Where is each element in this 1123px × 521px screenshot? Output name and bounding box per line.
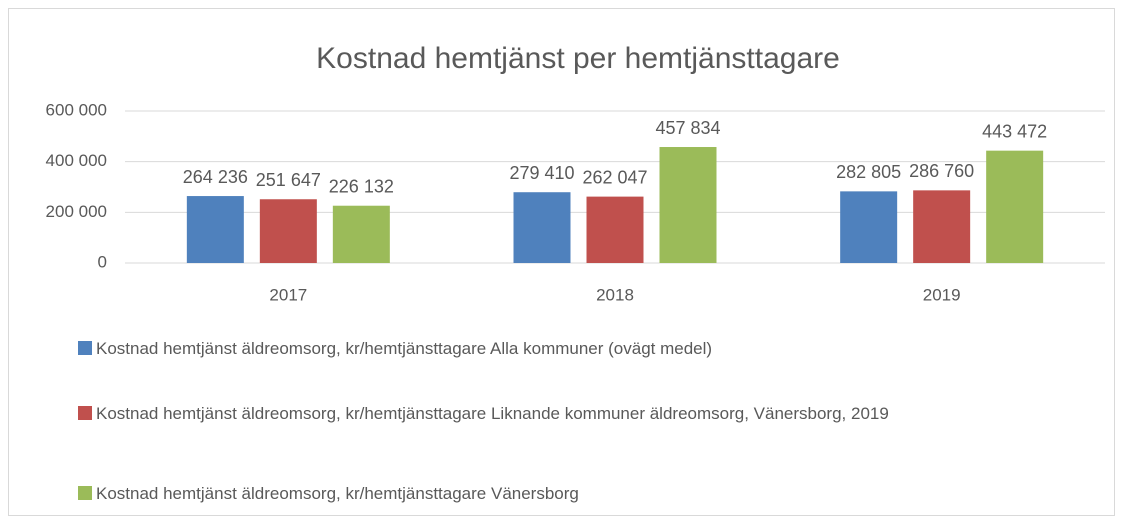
legend-swatch — [78, 341, 92, 355]
y-tick-label: 600 000 — [46, 100, 107, 119]
y-tick-label: 200 000 — [46, 202, 107, 221]
bar — [840, 191, 898, 263]
legend-swatch — [78, 406, 92, 420]
data-label: 264 236 — [183, 167, 248, 187]
legend-item: Kostnad hemtjänst äldreomsorg, kr/hemtjä… — [78, 336, 1098, 362]
legend-item: Kostnad hemtjänst äldreomsorg, kr/hemtjä… — [78, 401, 1098, 427]
data-label: 279 410 — [509, 163, 574, 183]
bar — [913, 190, 971, 263]
data-label: 282 805 — [836, 162, 901, 182]
x-tick-label: 2019 — [923, 285, 961, 304]
data-label: 286 760 — [909, 161, 974, 181]
chart-title: Kostnad hemtjänst per hemtjänsttagare — [316, 42, 840, 75]
data-label: 457 834 — [655, 118, 720, 138]
legend-item: Kostnad hemtjänst äldreomsorg, kr/hemtjä… — [78, 481, 1098, 507]
legend-label: Kostnad hemtjänst äldreomsorg, kr/hemtjä… — [96, 484, 579, 503]
bar — [513, 192, 571, 263]
bar — [986, 150, 1044, 263]
legend-label: Kostnad hemtjänst äldreomsorg, kr/hemtjä… — [96, 339, 713, 358]
data-label: 251 647 — [256, 170, 321, 190]
bar — [586, 196, 644, 263]
bar — [332, 205, 390, 263]
bar — [259, 199, 317, 263]
data-label: 443 472 — [982, 121, 1047, 141]
y-tick-label: 400 000 — [46, 151, 107, 170]
legend-swatch — [78, 486, 92, 500]
data-label: 226 132 — [329, 176, 394, 196]
x-tick-label: 2018 — [596, 285, 634, 304]
x-tick-label: 2017 — [269, 285, 307, 304]
bar — [659, 147, 717, 263]
chart-border — [8, 8, 1115, 516]
legend-label: Kostnad hemtjänst äldreomsorg, kr/hemtjä… — [96, 404, 889, 423]
bar — [186, 196, 244, 263]
y-tick-label: 0 — [98, 252, 107, 271]
data-label: 262 047 — [582, 167, 647, 187]
